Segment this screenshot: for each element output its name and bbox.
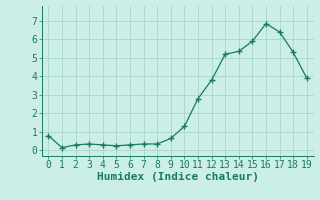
X-axis label: Humidex (Indice chaleur): Humidex (Indice chaleur) <box>97 172 259 182</box>
